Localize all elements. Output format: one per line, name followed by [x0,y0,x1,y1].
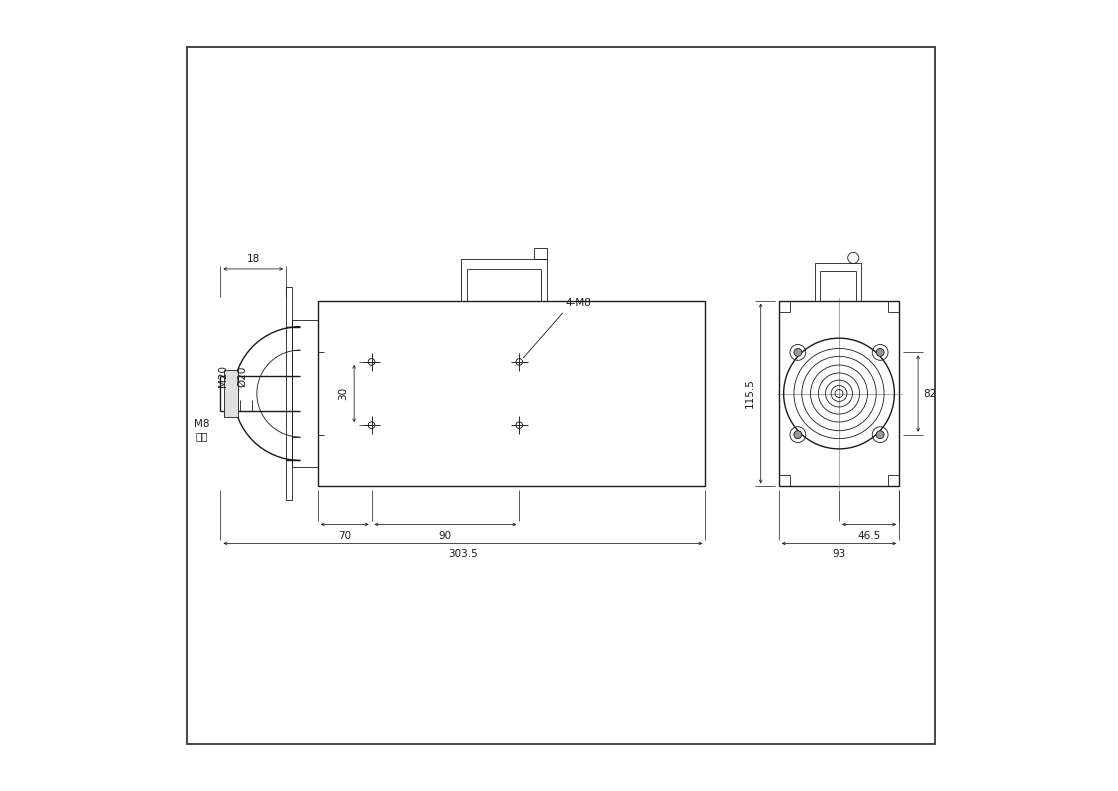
Text: 90: 90 [439,531,452,540]
Bar [815,263,861,301]
Circle shape [877,349,884,356]
Text: 115.5: 115.5 [746,379,755,408]
Text: 左旋: 左旋 [196,431,208,441]
Bar [286,287,293,500]
Text: M20: M20 [218,365,228,387]
Bar [534,248,547,259]
Text: 93: 93 [833,550,845,559]
Circle shape [794,349,802,356]
Circle shape [794,431,802,438]
Bar [779,301,899,486]
Text: 4-M8: 4-M8 [566,298,591,308]
Text: Ø20: Ø20 [238,365,247,387]
Bar [461,259,547,301]
Bar [318,301,705,486]
Text: 18: 18 [247,255,259,264]
Text: M8: M8 [193,418,209,429]
Bar [187,47,935,744]
Circle shape [877,431,884,438]
Text: 82: 82 [922,388,936,399]
Bar [224,370,238,418]
Bar [293,320,318,467]
Text: 70: 70 [338,531,351,540]
Text: 46.5: 46.5 [858,531,881,540]
Text: 30: 30 [338,387,348,400]
Text: 303.5: 303.5 [448,550,477,559]
